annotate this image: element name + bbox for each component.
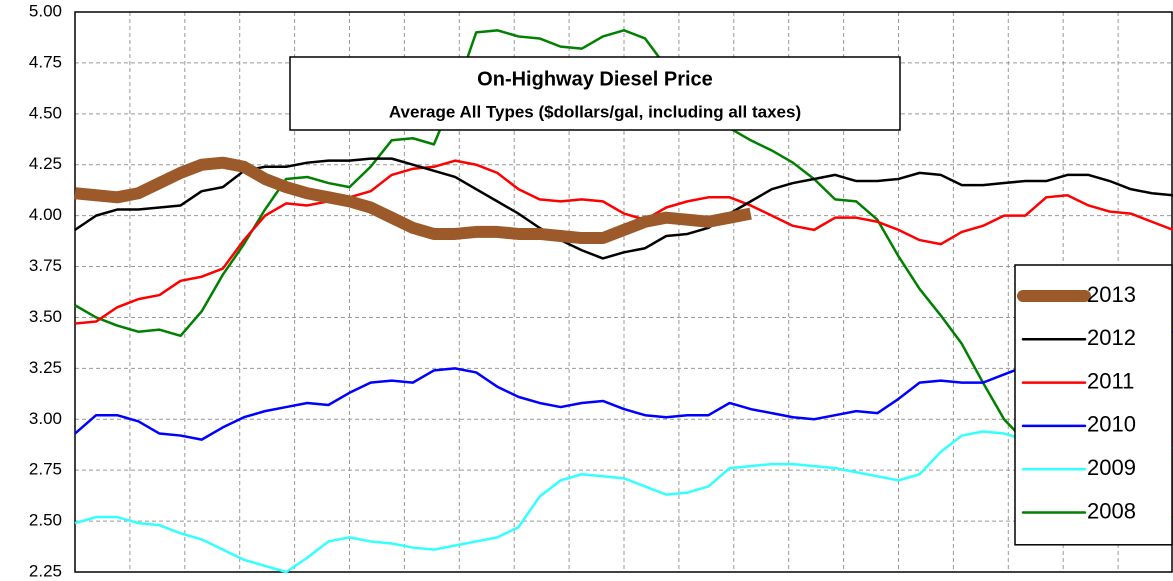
y-tick-label: 3.75 [29,256,62,275]
legend-label: 2010 [1087,412,1136,437]
y-tick-label: 3.25 [29,358,62,377]
y-tick-label: 3.50 [29,307,62,326]
series-line [74,159,1173,325]
y-tick-label: 4.25 [29,154,62,173]
series-line [74,430,1173,574]
y-tick-label: 2.25 [29,561,62,580]
legend-label: 2012 [1087,325,1136,350]
series-line [74,156,752,245]
legend-box [1014,264,1173,546]
legend-label: 2011 [1087,368,1134,393]
title-box [289,56,901,131]
y-tick-label: 5.00 [29,1,62,20]
chart-title: On-Highway Diesel Price [477,68,713,90]
legend-label: 2009 [1087,455,1136,480]
legend-label: 2013 [1087,282,1136,307]
series-line [74,29,1173,519]
series-line [74,330,1173,441]
legend-label: 2008 [1087,498,1136,523]
y-tick-label: 3.00 [29,409,62,428]
chart-subtitle: Average All Types ($dollars/gal, includi… [389,102,801,121]
y-tick-label: 2.50 [29,511,62,530]
y-tick-label: 2.75 [29,460,62,479]
y-tick-label: 4.00 [29,205,62,224]
y-tick-label: 4.50 [29,103,62,122]
y-tick-label: 4.75 [29,52,62,71]
